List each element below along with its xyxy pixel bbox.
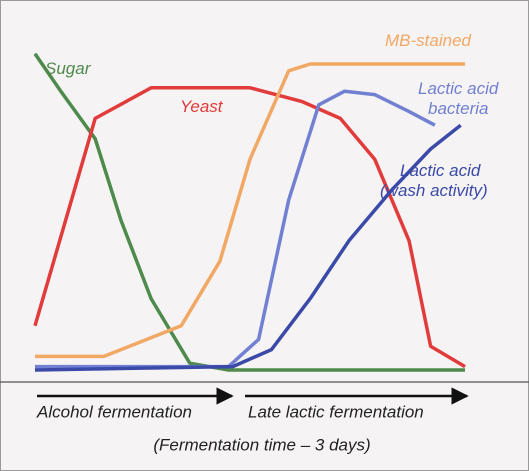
series-line	[33, 52, 465, 372]
series-label: Sugar	[45, 59, 92, 78]
series-label-line: MB-stained	[385, 31, 472, 50]
series-line	[35, 89, 436, 369]
series-label: Lactic acid bacteria	[418, 79, 499, 118]
series-label-line: bacteria	[428, 99, 488, 118]
x-axis-label: (Fermentation time – 3 days)	[153, 435, 370, 454]
series-label: MB-stained	[385, 31, 472, 50]
series-label: Lactic acid (wash activity)	[380, 161, 488, 200]
series-line	[35, 62, 465, 359]
series-label-line: Yeast	[180, 97, 224, 116]
phase-label: Late lactic fermentation	[248, 402, 424, 421]
series-label-line: Sugar	[45, 59, 92, 78]
series-line	[33, 86, 466, 369]
phase-label: Alcohol fermentation	[36, 402, 192, 421]
series-label-line: (wash activity)	[380, 181, 488, 200]
series-label-line: Lactic acid	[400, 161, 481, 180]
series-line	[34, 123, 462, 372]
series-label-line: Lactic acid	[418, 79, 499, 98]
series-label: Yeast	[180, 97, 224, 116]
